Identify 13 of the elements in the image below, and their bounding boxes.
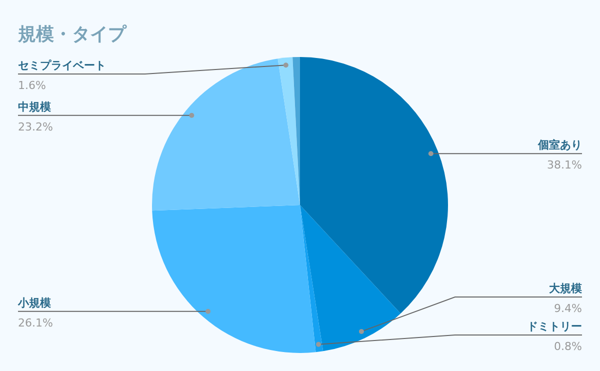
slice-label: 小規模: [17, 296, 52, 310]
data-label: 1.6%: [18, 79, 46, 92]
slice-label: セミプライベート: [18, 59, 106, 72]
data-label: 0.8%: [554, 340, 582, 353]
data-label: 26.1%: [18, 316, 53, 330]
data-label: 38.1%: [547, 158, 582, 172]
data-label: 23.2%: [18, 120, 53, 134]
slice-label: 個室あり: [537, 138, 582, 152]
slice-label: 大規模: [549, 282, 583, 295]
slice-label: 中規模: [18, 100, 52, 114]
data-label: 9.4%: [554, 302, 582, 315]
chart-title: 規模・タイプ: [17, 24, 127, 45]
slice-label: ドミトリー: [527, 320, 582, 333]
